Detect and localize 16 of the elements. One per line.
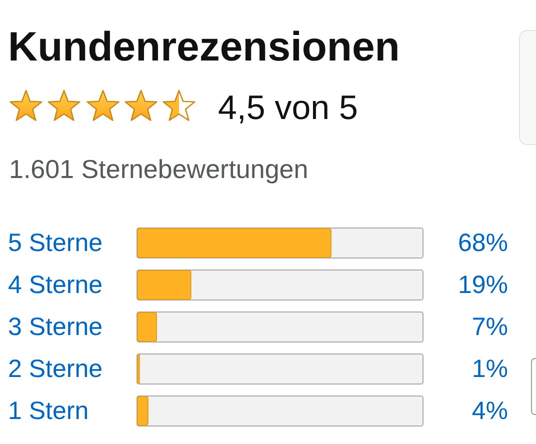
data-label: 1% — [472, 355, 508, 383]
y-tick-label: 2 Sterne — [8, 355, 103, 383]
bar — [137, 396, 148, 426]
bar — [137, 270, 192, 300]
y-tick-label: 1 Stern — [8, 397, 89, 425]
y-tick-label: 5 Sterne — [8, 229, 103, 257]
bar — [137, 312, 158, 342]
data-label: 7% — [472, 313, 508, 341]
text: 4,5 von 5 — [218, 89, 358, 127]
y-tick-label: 4 Sterne — [8, 271, 103, 299]
data-label: 4% — [472, 397, 508, 425]
data-label: 68% — [458, 229, 508, 257]
data-label: 19% — [458, 271, 508, 299]
text: 1.601 Sternebewertungen — [9, 154, 308, 184]
y-tick-label: 3 Sterne — [8, 313, 103, 341]
chart-title: Kundenrezensionen — [8, 24, 400, 70]
